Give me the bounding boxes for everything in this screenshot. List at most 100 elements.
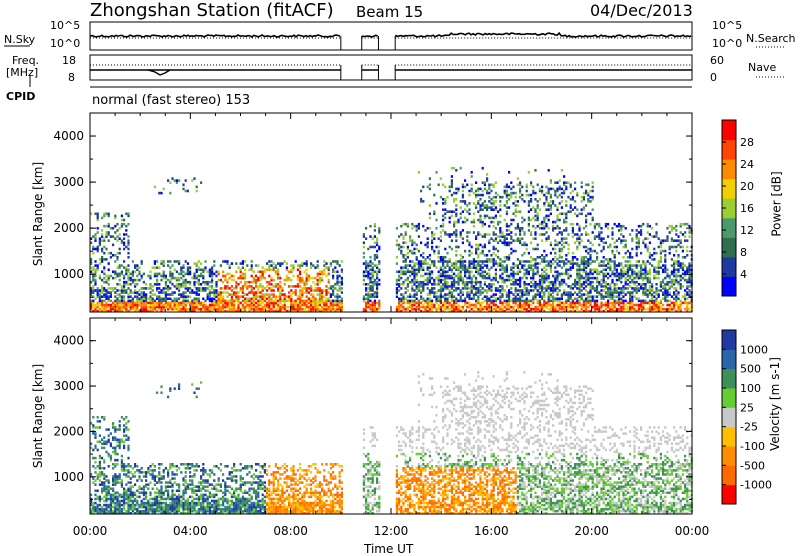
power-cell — [266, 285, 268, 288]
power-cell — [422, 256, 424, 259]
power-cell — [625, 227, 627, 230]
power-cell — [198, 260, 200, 263]
freq-dip — [148, 70, 170, 75]
power-cell — [686, 298, 688, 301]
power-cell — [603, 304, 605, 307]
power-cell — [530, 256, 532, 259]
power-cell — [187, 266, 189, 269]
power-cell — [270, 264, 272, 267]
power-cell — [523, 281, 525, 284]
power-cell — [541, 190, 543, 193]
power-cell — [528, 217, 530, 220]
power-cell — [141, 291, 143, 294]
power-cell — [328, 273, 330, 276]
power-cell — [636, 252, 638, 255]
power-cell — [506, 233, 508, 236]
power-cell — [154, 300, 156, 303]
power-cell — [504, 256, 506, 259]
power-cell — [512, 192, 514, 195]
power-cell — [543, 256, 545, 259]
power-cell — [600, 279, 602, 282]
power-cell — [429, 177, 431, 180]
power-cell — [627, 279, 629, 282]
power-cell — [299, 285, 301, 288]
power-cell — [378, 246, 380, 249]
power-cell — [550, 200, 552, 203]
power-cell — [651, 254, 653, 257]
power-cell — [407, 246, 409, 249]
power-cell — [543, 266, 545, 269]
power-cell — [477, 194, 479, 197]
power-cell — [589, 248, 591, 251]
power-cell — [600, 293, 602, 296]
power-cell — [431, 246, 433, 249]
power-cell — [548, 202, 550, 205]
power-cell — [561, 256, 563, 259]
power-cell — [363, 256, 365, 259]
power-cell — [565, 258, 567, 261]
power-cell — [110, 304, 112, 307]
power-cell — [561, 237, 563, 240]
power-cell — [603, 269, 605, 272]
power-cell — [455, 254, 457, 257]
power-cell — [211, 285, 213, 288]
power-cell — [501, 273, 503, 276]
power-cell — [482, 260, 484, 263]
power-cell — [94, 260, 96, 263]
power-cell — [462, 287, 464, 290]
power-cell — [561, 293, 563, 296]
power-cell — [506, 206, 508, 209]
power-cell — [556, 287, 558, 290]
power-cell — [669, 291, 671, 294]
power-cell — [563, 302, 565, 305]
power-cell — [618, 273, 620, 276]
power-cell — [372, 246, 374, 249]
power-cell — [552, 295, 554, 298]
power-cell — [671, 295, 673, 298]
power-cell — [396, 244, 398, 247]
power-cell — [532, 258, 534, 261]
power-cell — [160, 275, 162, 278]
power-cell — [517, 304, 519, 307]
power-cell — [270, 308, 272, 311]
power-cell — [627, 283, 629, 286]
power-cell — [510, 291, 512, 294]
power-cell — [576, 281, 578, 284]
power-cell — [413, 225, 415, 228]
power-cell — [123, 260, 125, 263]
power-cell — [266, 298, 268, 301]
power-cell — [200, 308, 202, 311]
power-cell — [497, 262, 499, 265]
power-cell — [198, 275, 200, 278]
power-cell — [653, 300, 655, 303]
power-cell — [554, 239, 556, 242]
power-cell — [600, 260, 602, 263]
power-cell — [374, 300, 376, 303]
power-cell — [299, 277, 301, 280]
power-cell — [270, 260, 272, 263]
power-cell — [451, 167, 453, 170]
power-cell — [138, 293, 140, 296]
power-cell — [556, 262, 558, 265]
power-cell — [457, 246, 459, 249]
power-cell — [592, 269, 594, 272]
power-cell — [508, 275, 510, 278]
power-cell — [413, 293, 415, 296]
power-cell — [453, 289, 455, 292]
power-cell — [501, 293, 503, 296]
power-cell — [220, 306, 222, 309]
power-cell — [127, 283, 129, 286]
power-cell — [565, 262, 567, 265]
power-cell — [592, 217, 594, 220]
power-cell — [266, 262, 268, 265]
power-cell — [312, 293, 314, 296]
power-cell — [257, 295, 259, 298]
power-cell — [574, 181, 576, 184]
power-cell — [416, 244, 418, 247]
power-cell — [152, 289, 154, 292]
power-cell — [400, 246, 402, 249]
power-cell — [532, 225, 534, 228]
power-cell — [466, 204, 468, 207]
power-cell — [570, 198, 572, 201]
power-cell — [468, 291, 470, 294]
